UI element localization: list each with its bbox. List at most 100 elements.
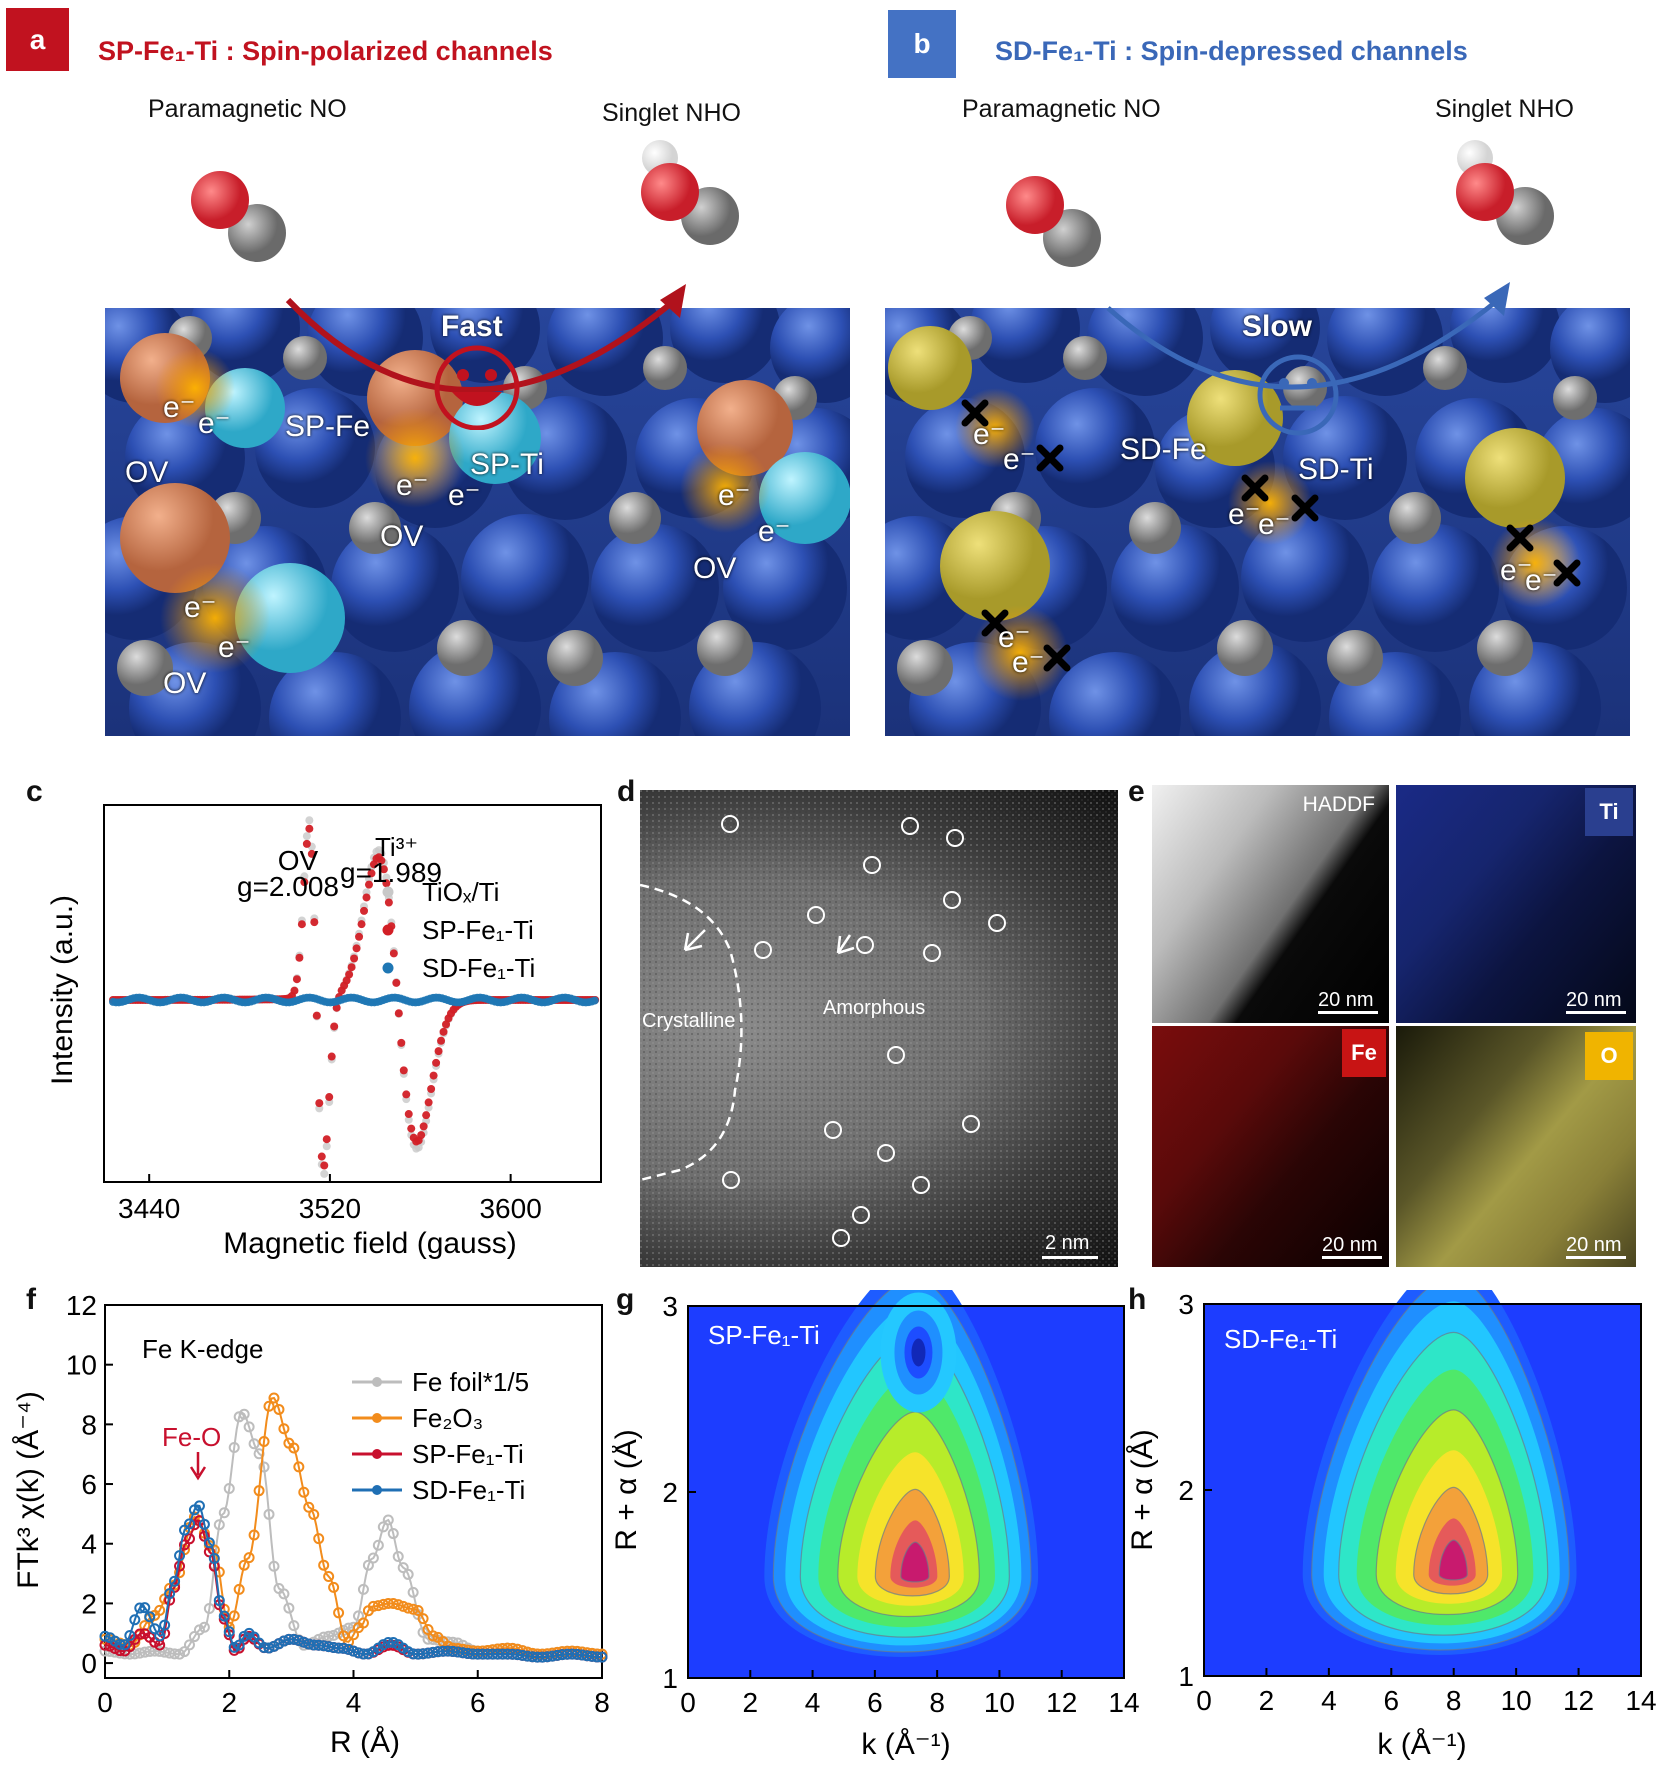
epr-point xyxy=(439,1027,448,1036)
epr-point xyxy=(364,880,373,889)
no-n-atom xyxy=(1043,209,1101,267)
contour-level xyxy=(900,1541,930,1583)
panel-a-title: SP-Fe₁-Ti : Spin-polarized channels xyxy=(98,36,553,66)
panel-a-speed-label: Fast xyxy=(441,310,503,343)
electron-label: e⁻ xyxy=(758,515,791,548)
series-point xyxy=(99,1630,111,1642)
series-point xyxy=(218,1610,230,1622)
series-point xyxy=(283,1633,295,1645)
no-o-atom xyxy=(1006,176,1064,234)
legend-marker xyxy=(382,886,394,898)
electron-label: e⁻ xyxy=(448,479,481,512)
series-point xyxy=(357,1583,369,1595)
x-tick-label: 3440 xyxy=(118,1193,180,1224)
series-point xyxy=(198,1518,210,1530)
epr-point xyxy=(432,1058,441,1067)
series-point xyxy=(134,1602,146,1614)
series-point xyxy=(352,1647,364,1659)
series-point xyxy=(149,1623,161,1635)
panel-d-tem-image: Crystalline Amorphous 2 nm xyxy=(640,790,1118,1267)
legend-marker xyxy=(372,1449,382,1459)
y-tick-label: 3 xyxy=(662,1291,678,1322)
epr-point xyxy=(382,873,391,882)
series-point xyxy=(203,1537,215,1549)
x-tick-label: 8 xyxy=(929,1687,945,1718)
series-point xyxy=(382,1598,394,1610)
panel-e-label: e xyxy=(1128,775,1145,808)
x-tick-label: 3600 xyxy=(479,1193,541,1224)
series-point xyxy=(303,1638,315,1650)
legend-label: TiOₓ/Ti xyxy=(422,877,499,907)
y-tick-label: 2 xyxy=(81,1588,97,1619)
series-point xyxy=(213,1519,225,1531)
series-point xyxy=(427,1646,439,1658)
panel-b-mol-left-label: Paramagnetic NO xyxy=(962,95,1161,123)
legend-label: SD-Fe₁-Ti xyxy=(412,1475,525,1505)
panel-b-molecules xyxy=(1006,140,1554,267)
epr-point xyxy=(357,920,366,929)
series-point xyxy=(422,1647,434,1659)
scale-bar xyxy=(1042,1256,1098,1259)
x-tick-label: 14 xyxy=(1625,1685,1656,1716)
panel-b-scene xyxy=(885,308,1630,736)
x-tick-label: 10 xyxy=(1501,1685,1532,1716)
scale-bar-label: 2 nm xyxy=(1045,1232,1090,1254)
series-point xyxy=(377,1598,389,1610)
series-point xyxy=(253,1485,265,1497)
series-point xyxy=(169,1648,181,1660)
epr-point xyxy=(300,878,309,887)
epr-point xyxy=(327,1052,336,1061)
series-point xyxy=(308,1508,320,1520)
annotation-ti-value: g=1.989 xyxy=(340,857,442,888)
eds-map-tag: Ti xyxy=(1585,788,1633,836)
panel-b-label: b xyxy=(888,10,956,78)
epr-point xyxy=(352,944,361,953)
series-point xyxy=(298,1636,310,1648)
epr-point xyxy=(350,954,359,963)
series-point xyxy=(293,1634,305,1646)
x-tick-label: 6 xyxy=(1383,1685,1399,1716)
legend-marker xyxy=(382,924,394,936)
nho-o-atom xyxy=(1456,163,1514,221)
panel-a-scene xyxy=(105,308,850,736)
x-tick-label: 8 xyxy=(594,1687,610,1718)
series-point xyxy=(313,1533,325,1545)
electron-label: e⁻ xyxy=(218,631,251,664)
panel-c-label: c xyxy=(26,775,43,808)
series-point xyxy=(407,1603,419,1615)
y-axis-title: Intensity (a.u.) xyxy=(46,895,79,1085)
series-point xyxy=(263,1508,275,1520)
x-tick-label: 14 xyxy=(1108,1687,1139,1718)
epr-point xyxy=(322,1135,331,1144)
legend-label: Fe foil*1/5 xyxy=(412,1367,529,1397)
epr-point xyxy=(312,1011,321,1020)
series-point xyxy=(318,1640,330,1652)
epr-point xyxy=(407,1124,416,1133)
series-point xyxy=(243,1421,255,1433)
epr-point xyxy=(362,893,371,902)
epr-point xyxy=(330,1022,339,1031)
electron-label: e⁻ xyxy=(396,469,429,502)
series-point xyxy=(323,1630,335,1642)
crystalline-label: Crystalline xyxy=(642,1010,736,1032)
x-tick-label: 4 xyxy=(805,1687,821,1718)
series-point xyxy=(124,1629,136,1641)
panel-h-label: h xyxy=(1128,1283,1147,1316)
epr-point xyxy=(297,920,306,929)
panel-b-mol-right-label: Singlet NHO xyxy=(1435,95,1574,123)
epr-point xyxy=(429,1071,438,1080)
series-point xyxy=(258,1642,270,1654)
electron-label: e⁻ xyxy=(1258,508,1291,541)
series-point xyxy=(452,1646,464,1658)
electron-label: e⁻ xyxy=(973,418,1006,451)
annotation-ov-name: OV xyxy=(278,845,319,876)
epr-point xyxy=(384,898,393,907)
series-point xyxy=(278,1423,290,1435)
legend-label: SP-Fe₁-Ti xyxy=(412,1439,524,1469)
series-point xyxy=(223,1483,235,1495)
x-tick-label: 0 xyxy=(97,1687,113,1718)
series-point xyxy=(159,1619,171,1631)
series-point xyxy=(546,1650,558,1662)
series-point xyxy=(318,1559,330,1571)
series-point xyxy=(402,1602,414,1614)
